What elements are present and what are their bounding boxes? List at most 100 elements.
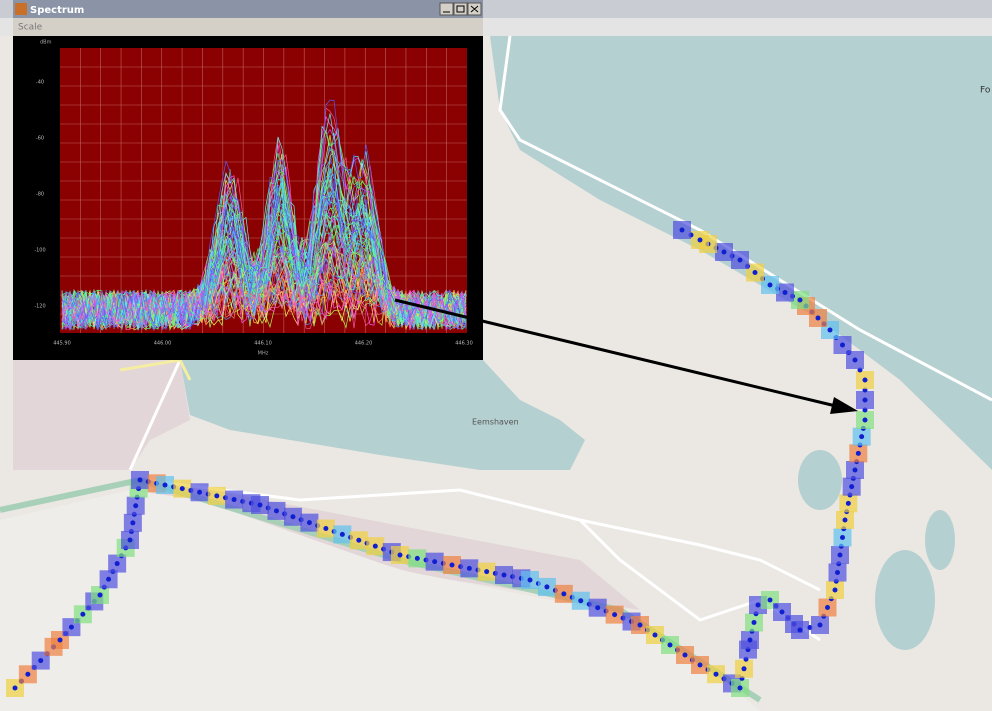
trace <box>61 176 467 330</box>
trace <box>61 232 467 326</box>
route-point <box>747 637 753 643</box>
route-point <box>372 543 378 549</box>
route-point <box>449 562 455 568</box>
x-axis-label: MHz <box>258 351 269 357</box>
route-point <box>432 559 438 565</box>
window-title: Spectrum <box>30 5 84 16</box>
y-axis-label: dBm <box>40 40 52 46</box>
y-tick-label: -80 <box>36 192 44 198</box>
title-bar <box>13 0 483 18</box>
pond <box>925 510 955 570</box>
route-point <box>835 570 840 575</box>
arrow-line <box>394 298 841 409</box>
route-point <box>825 605 830 610</box>
route-point <box>859 434 865 440</box>
route-point <box>484 569 490 575</box>
route-point <box>290 514 296 520</box>
route-point <box>25 671 31 677</box>
route-point <box>737 257 743 263</box>
route-point <box>697 662 703 668</box>
route-point <box>827 327 833 333</box>
y-tick-label: -40 <box>36 80 44 86</box>
map-label: Eemshaven <box>472 418 519 427</box>
route-point <box>767 282 773 288</box>
route-point <box>682 652 688 658</box>
route-point <box>106 576 112 582</box>
trace <box>61 283 467 330</box>
y-tick-label: -100 <box>34 248 45 254</box>
menu-item[interactable]: Scale <box>18 23 43 33</box>
route-point <box>561 591 567 597</box>
route-point <box>713 671 719 677</box>
route-point <box>797 627 803 633</box>
harbor <box>180 360 585 470</box>
spectrum-window: Spectrum Scale dBm MHz -40 -60 -80 -100 -120… <box>13 0 483 360</box>
industrial-area <box>13 360 190 470</box>
y-tick-label: -120 <box>34 304 45 310</box>
route-point <box>130 520 136 526</box>
route-point <box>97 592 103 598</box>
route-point <box>501 572 507 578</box>
route-point <box>273 508 279 514</box>
menu-bar <box>13 18 483 36</box>
route-point <box>817 622 823 628</box>
route-point <box>466 565 472 571</box>
maximize-button[interactable] <box>453 2 468 16</box>
app-icon <box>15 3 27 15</box>
route-point <box>751 620 757 625</box>
route-point <box>737 685 743 691</box>
route-point <box>12 685 18 691</box>
route-point <box>755 602 761 608</box>
trace <box>61 128 467 331</box>
spectrum-traces <box>61 99 467 332</box>
route-point <box>306 520 312 526</box>
route-point <box>133 503 139 509</box>
route-point <box>752 270 758 275</box>
route-point <box>652 632 658 638</box>
route-point <box>231 497 237 503</box>
axis-ticks: -40 -60 -80 -100 -120 445.90 446.00 446.10 446.2… <box>34 80 472 347</box>
route <box>6 221 874 697</box>
x-tick-label: 446.10 <box>254 341 272 347</box>
x-tick-label: 446.20 <box>355 341 373 347</box>
route-point <box>782 290 788 295</box>
route-point <box>637 622 643 628</box>
route-point <box>356 537 362 543</box>
route-point <box>862 417 868 423</box>
trace <box>61 241 467 330</box>
route-point <box>323 526 329 532</box>
plot-grid <box>60 48 467 333</box>
route-point <box>68 624 74 630</box>
route-point <box>667 642 673 648</box>
route-point <box>842 517 848 523</box>
route-point <box>779 609 785 615</box>
route-point <box>741 666 747 672</box>
route-point <box>852 467 858 473</box>
route-point <box>257 502 263 508</box>
route-point <box>544 584 550 590</box>
route-point <box>595 605 601 611</box>
route-point <box>214 493 220 499</box>
route-point <box>797 297 803 303</box>
route-point <box>127 537 133 543</box>
window-button-icons <box>443 5 479 13</box>
route-point <box>845 500 851 506</box>
route-point <box>862 397 868 403</box>
route-point <box>612 612 618 618</box>
route-point <box>179 486 185 492</box>
route-point <box>837 552 843 558</box>
arrow-head <box>830 397 858 414</box>
route-point <box>162 482 168 488</box>
minimize-button[interactable] <box>439 2 454 16</box>
route-point <box>840 342 845 348</box>
route-point <box>767 597 773 603</box>
route-point <box>679 227 685 233</box>
route-point <box>397 552 403 558</box>
pond <box>875 550 935 650</box>
route-point <box>852 357 858 363</box>
route-point <box>339 531 345 537</box>
x-tick-label: 446.30 <box>455 341 473 347</box>
route-point <box>137 477 143 483</box>
route-point <box>197 489 203 495</box>
